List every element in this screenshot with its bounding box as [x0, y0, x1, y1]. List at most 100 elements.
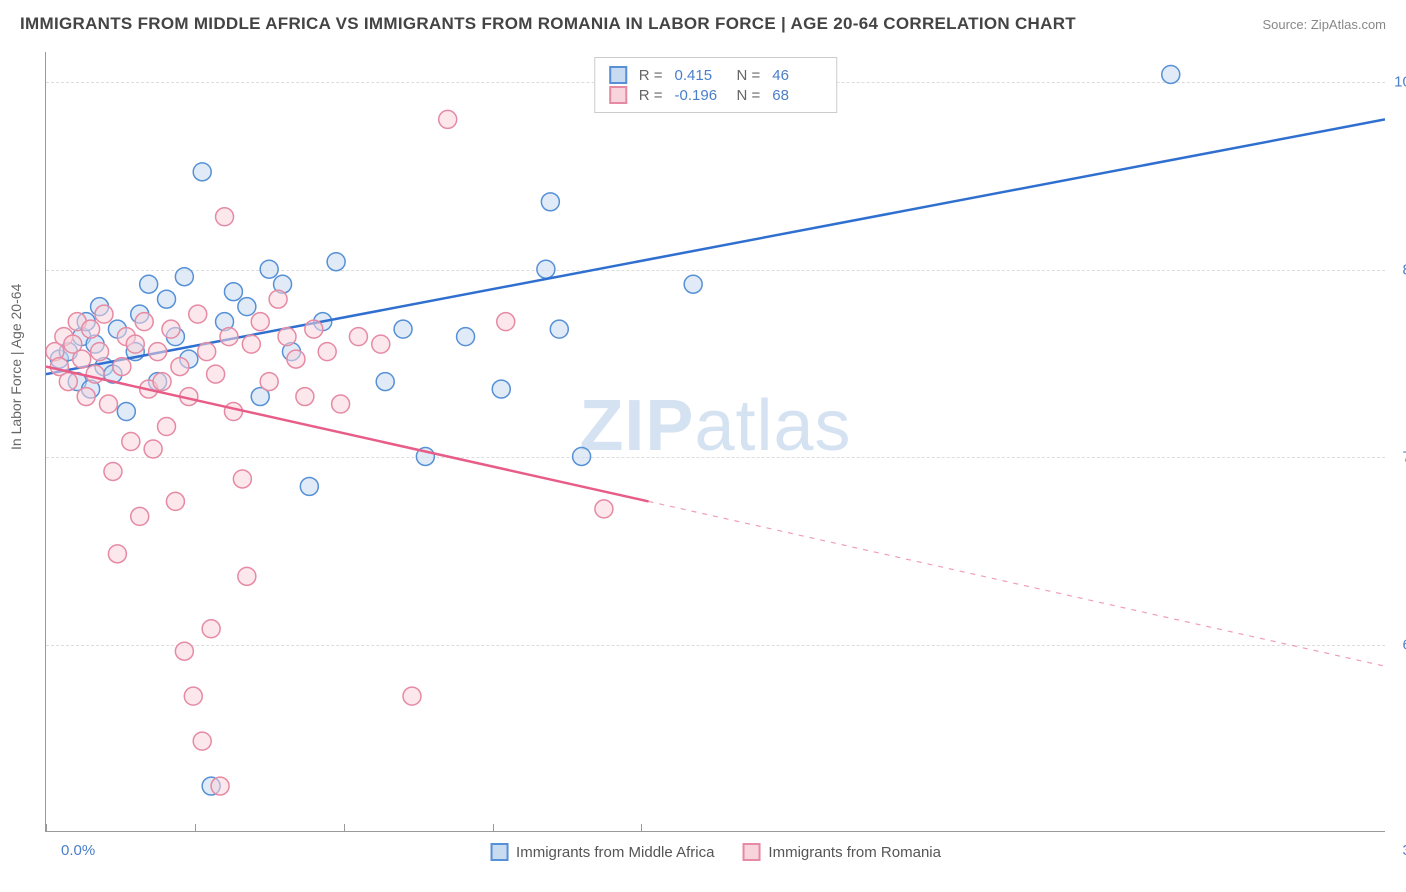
- y-tick-label: 62.5%: [1402, 636, 1406, 653]
- data-point: [108, 545, 126, 563]
- data-point: [251, 313, 269, 331]
- scatter-plot-svg: [46, 52, 1385, 831]
- data-point: [117, 403, 135, 421]
- data-point: [126, 335, 144, 353]
- data-point: [269, 290, 287, 308]
- data-point: [332, 395, 350, 413]
- data-point: [144, 440, 162, 458]
- data-point: [135, 313, 153, 331]
- data-point: [242, 335, 260, 353]
- data-point: [296, 388, 314, 406]
- data-point: [457, 328, 475, 346]
- chart-header: IMMIGRANTS FROM MIDDLE AFRICA VS IMMIGRA…: [0, 0, 1406, 42]
- data-point: [202, 620, 220, 638]
- n-label: N =: [737, 87, 761, 104]
- n-value-blue: 46: [772, 67, 822, 84]
- regression-line-dashed: [649, 501, 1385, 666]
- data-point: [318, 343, 336, 361]
- data-point: [59, 373, 77, 391]
- data-point: [149, 343, 167, 361]
- data-point: [403, 687, 421, 705]
- data-point: [153, 373, 171, 391]
- y-tick-label: 75.0%: [1402, 449, 1406, 466]
- legend-item-blue: Immigrants from Middle Africa: [490, 843, 714, 861]
- data-point: [193, 732, 211, 750]
- data-point: [260, 373, 278, 391]
- data-point: [573, 447, 591, 465]
- source-attribution: Source: ZipAtlas.com: [1262, 17, 1386, 32]
- legend-item-pink: Immigrants from Romania: [742, 843, 941, 861]
- data-point: [220, 328, 238, 346]
- data-point: [550, 320, 568, 338]
- data-point: [122, 433, 140, 451]
- data-point: [113, 358, 131, 376]
- swatch-pink-icon: [609, 86, 627, 104]
- n-value-pink: 68: [772, 87, 822, 104]
- data-point: [349, 328, 367, 346]
- x-axis-legend: Immigrants from Middle Africa Immigrants…: [490, 843, 941, 861]
- data-point: [131, 507, 149, 525]
- r-label: R =: [639, 67, 663, 84]
- data-point: [73, 350, 91, 368]
- swatch-blue-icon: [490, 843, 508, 861]
- stats-row-pink: R = -0.196 N = 68: [609, 86, 823, 104]
- chart-plot-area: ZIPatlas R = 0.415 N = 46 R = -0.196 N =…: [45, 52, 1385, 832]
- r-value-pink: -0.196: [675, 87, 725, 104]
- data-point: [175, 268, 193, 286]
- y-axis-label: In Labor Force | Age 20-64: [8, 284, 24, 450]
- y-tick-label: 87.5%: [1402, 261, 1406, 278]
- data-point: [537, 260, 555, 278]
- r-value-blue: 0.415: [675, 67, 725, 84]
- data-point: [439, 110, 457, 128]
- data-point: [238, 298, 256, 316]
- data-point: [86, 365, 104, 383]
- data-point: [595, 500, 613, 518]
- swatch-pink-icon: [742, 843, 760, 861]
- data-point: [82, 320, 100, 338]
- y-tick-label: 100.0%: [1394, 74, 1406, 91]
- data-point: [376, 373, 394, 391]
- data-point: [162, 320, 180, 338]
- legend-label-pink: Immigrants from Romania: [768, 844, 941, 861]
- data-point: [233, 470, 251, 488]
- data-point: [171, 358, 189, 376]
- data-point: [224, 283, 242, 301]
- data-point: [140, 275, 158, 293]
- stats-row-blue: R = 0.415 N = 46: [609, 66, 823, 84]
- data-point: [99, 395, 117, 413]
- n-label: N =: [737, 67, 761, 84]
- data-point: [104, 462, 122, 480]
- data-point: [394, 320, 412, 338]
- correlation-stats-box: R = 0.415 N = 46 R = -0.196 N = 68: [594, 57, 838, 113]
- data-point: [211, 777, 229, 795]
- data-point: [158, 290, 176, 308]
- data-point: [216, 208, 234, 226]
- data-point: [287, 350, 305, 368]
- data-point: [198, 343, 216, 361]
- data-point: [238, 567, 256, 585]
- data-point: [184, 687, 202, 705]
- r-label: R =: [639, 87, 663, 104]
- x-tick-label: 0.0%: [61, 842, 95, 859]
- data-point: [684, 275, 702, 293]
- data-point: [166, 492, 184, 510]
- data-point: [91, 343, 109, 361]
- data-point: [193, 163, 211, 181]
- legend-label-blue: Immigrants from Middle Africa: [516, 844, 714, 861]
- data-point: [278, 328, 296, 346]
- data-point: [95, 305, 113, 323]
- data-point: [372, 335, 390, 353]
- x-tick-label: 30.0%: [1402, 842, 1406, 859]
- data-point: [158, 418, 176, 436]
- data-point: [497, 313, 515, 331]
- swatch-blue-icon: [609, 66, 627, 84]
- data-point: [260, 260, 278, 278]
- data-point: [327, 253, 345, 271]
- data-point: [77, 388, 95, 406]
- data-point: [492, 380, 510, 398]
- data-point: [207, 365, 225, 383]
- data-point: [189, 305, 207, 323]
- data-point: [300, 477, 318, 495]
- chart-title: IMMIGRANTS FROM MIDDLE AFRICA VS IMMIGRA…: [20, 14, 1076, 34]
- data-point: [541, 193, 559, 211]
